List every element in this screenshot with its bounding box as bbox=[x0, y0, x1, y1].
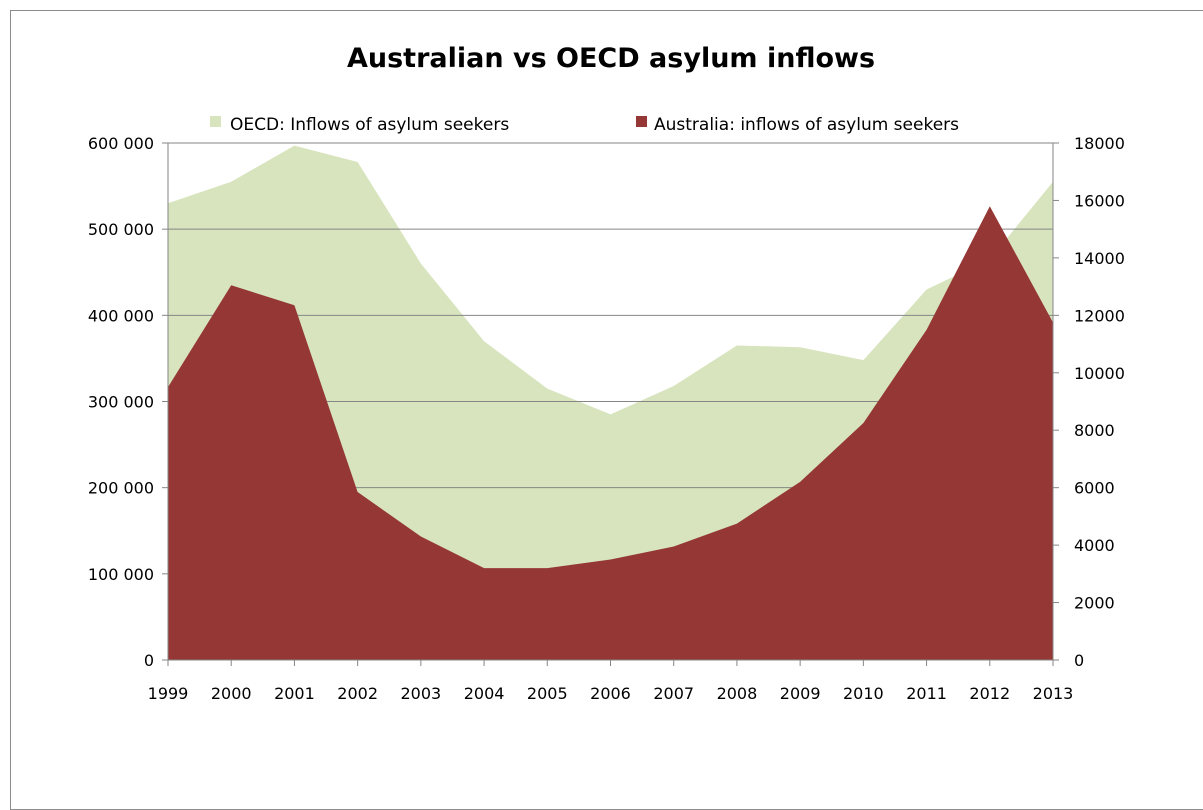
y-right-tick-label: 18000 bbox=[1074, 134, 1125, 153]
x-tick-label: 2011 bbox=[906, 684, 947, 703]
y-right-tick-label: 16000 bbox=[1074, 191, 1125, 210]
x-tick-label: 2007 bbox=[653, 684, 694, 703]
y-left-tick-label: 200 000 bbox=[88, 479, 154, 498]
x-tick-label: 2009 bbox=[780, 684, 821, 703]
x-tick-label: 2012 bbox=[969, 684, 1010, 703]
y-left-tick-label: 400 000 bbox=[88, 306, 154, 325]
x-tick-label: 2004 bbox=[464, 684, 505, 703]
y-right-tick-label: 2000 bbox=[1074, 594, 1115, 613]
x-tick-label: 2003 bbox=[400, 684, 441, 703]
y-right-tick-label: 4000 bbox=[1074, 536, 1115, 555]
chart-title: Australian vs OECD asylum inflows bbox=[347, 43, 875, 74]
x-tick-label: 2002 bbox=[337, 684, 378, 703]
y-right-tick-label: 14000 bbox=[1074, 249, 1125, 268]
x-tick-label: 2001 bbox=[274, 684, 315, 703]
y-left-tick-label: 300 000 bbox=[88, 393, 154, 412]
y-right-tick-label: 0 bbox=[1074, 651, 1084, 670]
x-tick-label: 2010 bbox=[843, 684, 884, 703]
y-left-tick-label: 0 bbox=[144, 651, 154, 670]
y-left-tick-label: 100 000 bbox=[88, 565, 154, 584]
legend-swatch-oecd bbox=[210, 116, 221, 127]
plot-area: 0 100 000 200 000 300 000 400 000 500 000 600 … bbox=[88, 134, 1125, 703]
x-tick-label: 1999 bbox=[148, 684, 189, 703]
y-right-tick-label: 6000 bbox=[1074, 479, 1115, 498]
y-right-tick-label: 12000 bbox=[1074, 306, 1125, 325]
legend: OECD: Inflows of asylum seekers Australi… bbox=[210, 115, 959, 135]
y-left-tick-label: 600 000 bbox=[88, 134, 154, 153]
x-tick-label: 2000 bbox=[211, 684, 252, 703]
x-tick-label: 2005 bbox=[527, 684, 568, 703]
chart: Australian vs OECD asylum inflows OECD: … bbox=[88, 43, 1125, 703]
x-tick-label: 2006 bbox=[590, 684, 631, 703]
legend-label-oecd: OECD: Inflows of asylum seekers bbox=[230, 115, 509, 135]
y-right-tick-label: 8000 bbox=[1074, 421, 1115, 440]
y-right-tick-label: 10000 bbox=[1074, 364, 1125, 383]
x-tick-label: 2008 bbox=[717, 684, 758, 703]
australia-area bbox=[168, 206, 1053, 660]
legend-swatch-australia bbox=[636, 116, 647, 127]
x-tick-label: 2013 bbox=[1033, 684, 1074, 703]
y-left-tick-label: 500 000 bbox=[88, 220, 154, 239]
legend-label-australia: Australia: inflows of asylum seekers bbox=[654, 115, 959, 135]
